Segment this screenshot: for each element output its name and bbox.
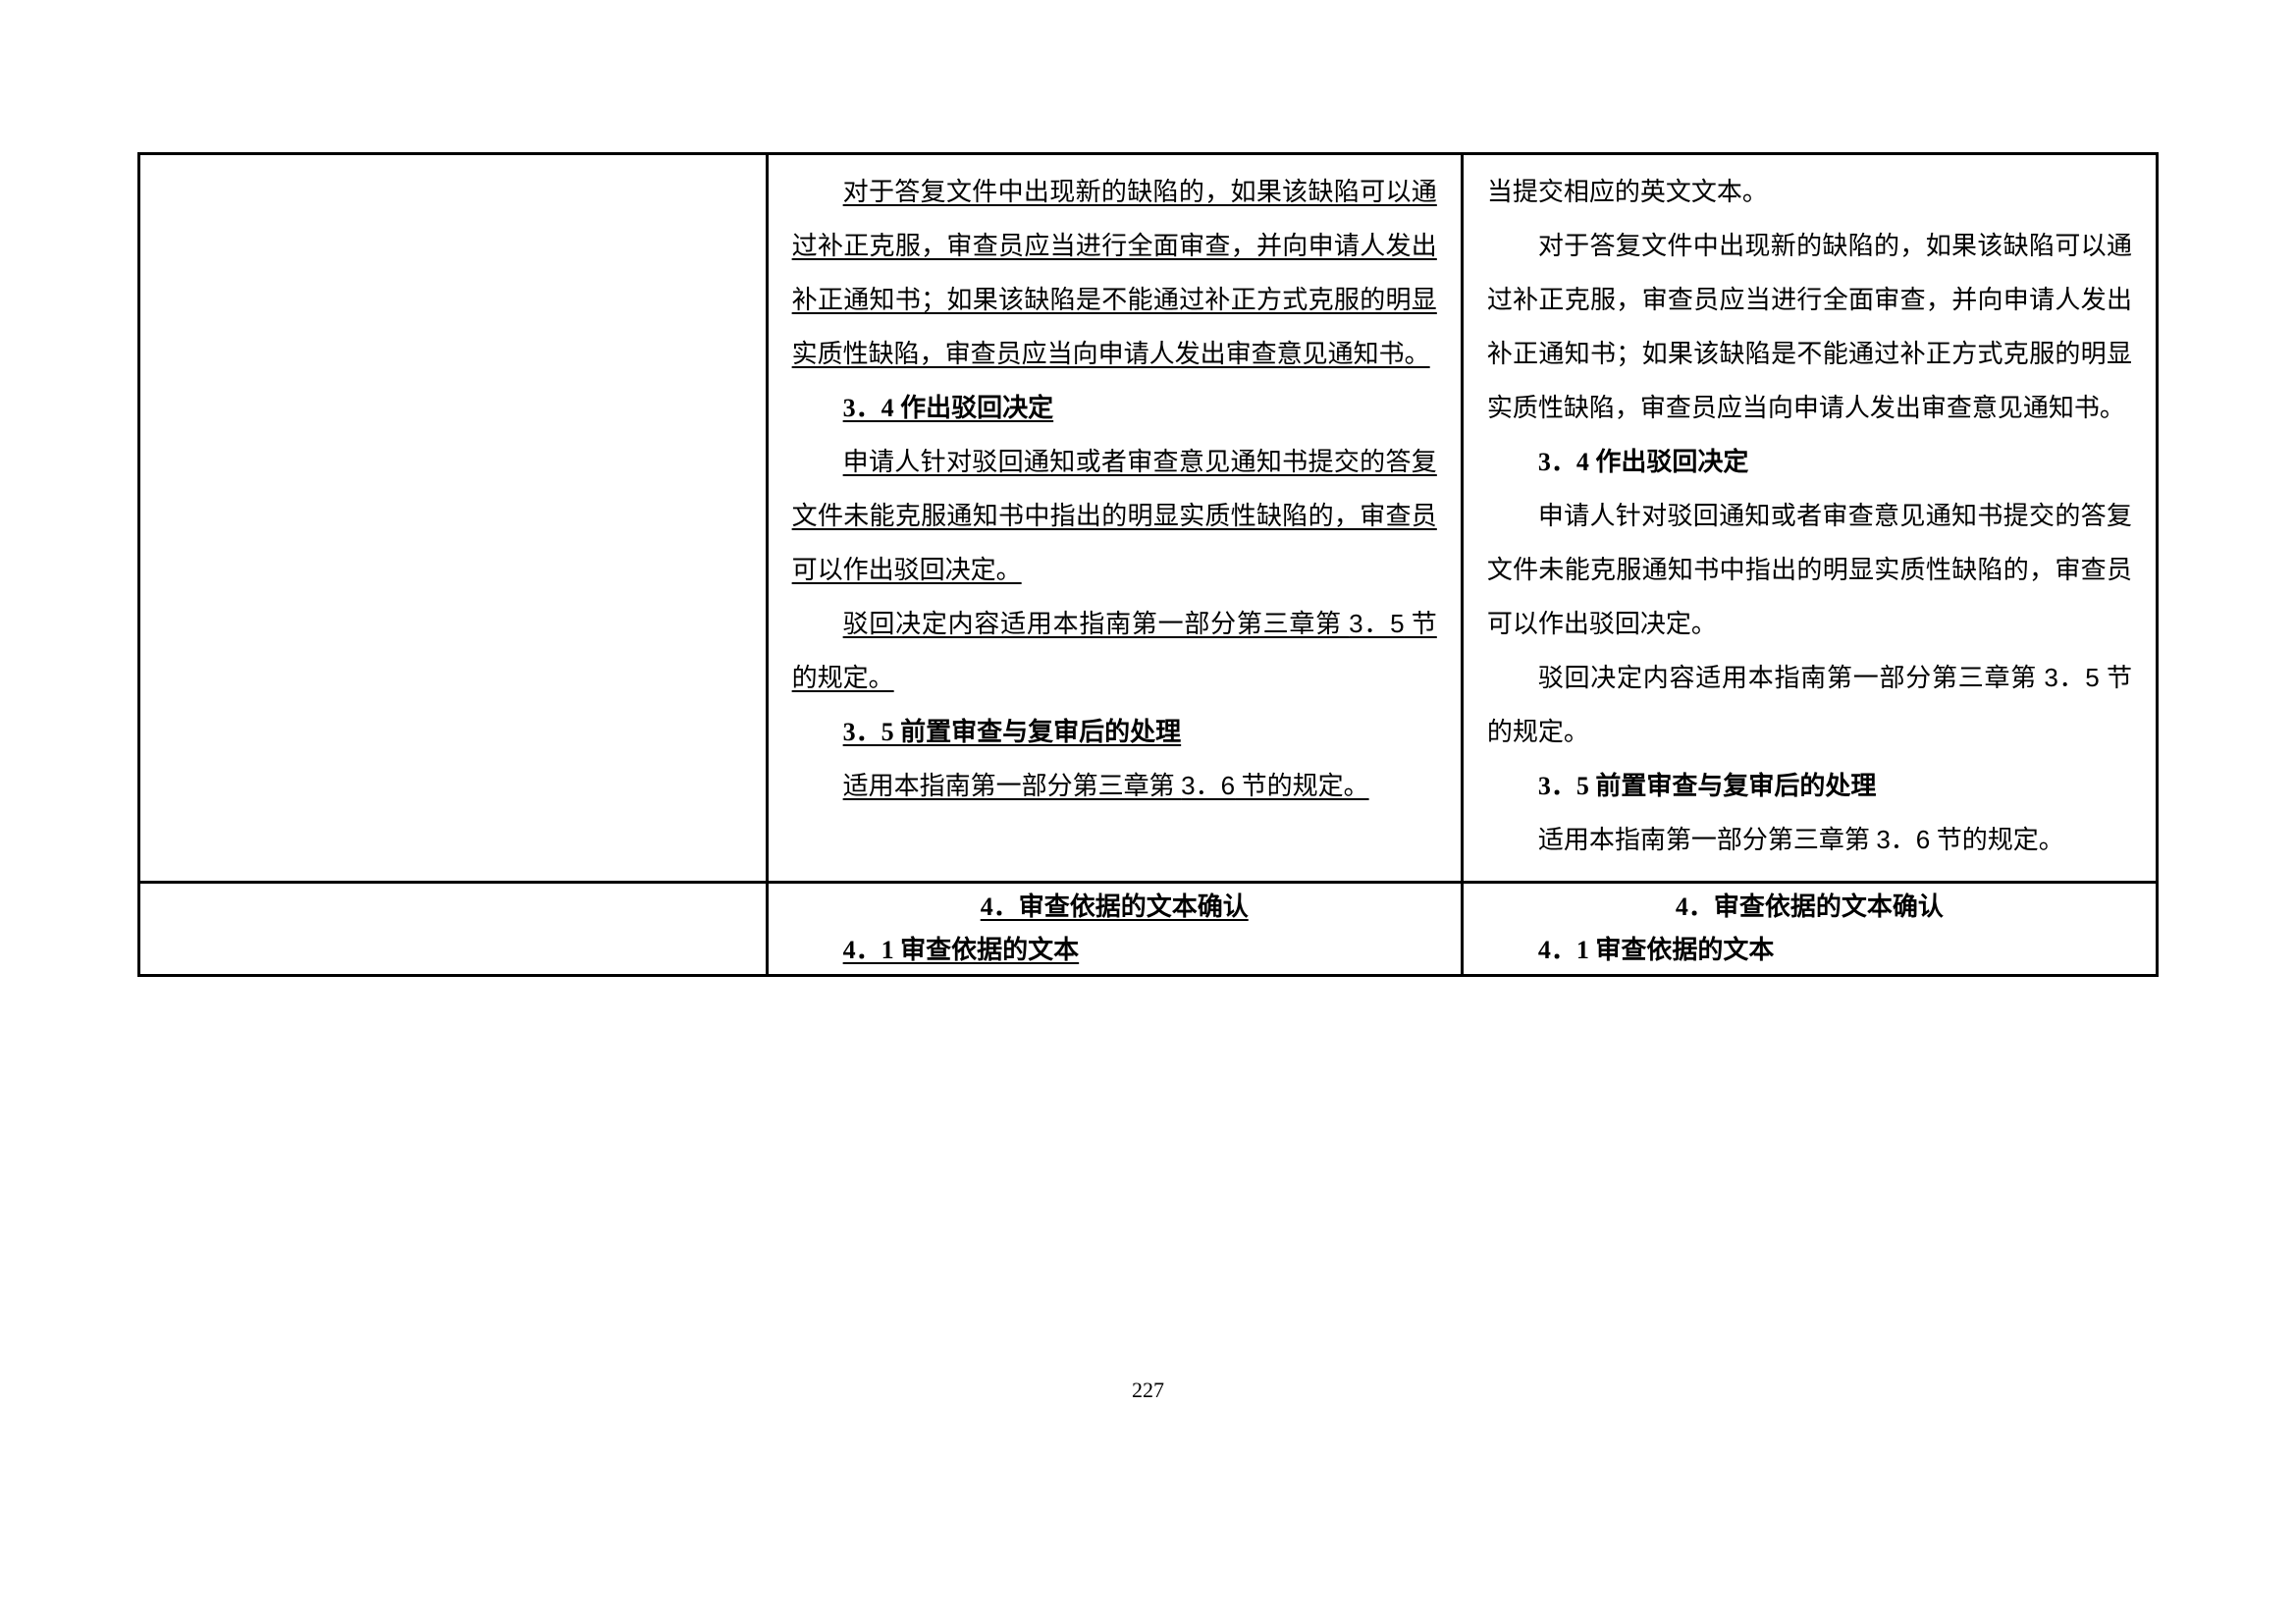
cell-r1c3: 当提交相应的英文文本。 对于答复文件中出现新的缺陷的，如果该缺陷可以通过补正克服…	[1462, 154, 2157, 883]
text: 3．5	[1349, 609, 1404, 638]
text: 3．5	[2044, 663, 2099, 692]
page-content: 对于答复文件中出现新的缺陷的，如果该缺陷可以通过补正克服，审查员应当进行全面审查…	[137, 152, 2159, 977]
cell-content: 4．审查依据的文本确认 4．1 审查依据的文本	[769, 884, 1461, 974]
underlined-text: 驳回决定内容适用本指南第一部分第三章第 3．5 节的规定。	[792, 610, 1437, 692]
cell-r1c1	[139, 154, 768, 883]
page-number: 227	[137, 1378, 2159, 1403]
cell-r2c1	[139, 883, 768, 976]
section-heading: 4．审查依据的文本确认	[792, 886, 1437, 929]
underlined-text: 3．5 前置审查与复审后的处理	[843, 718, 1182, 746]
section-heading: 3．4 作出驳回决定	[792, 381, 1437, 435]
table-row: 对于答复文件中出现新的缺陷的，如果该缺陷可以通过补正克服，审查员应当进行全面审查…	[139, 154, 2158, 883]
text: 节的规定。	[1930, 826, 2064, 854]
section-heading: 3．5 前置审查与复审后的处理	[1487, 759, 2132, 813]
text: 驳回决定内容适用本指南第一部分第三章第	[1538, 664, 2045, 692]
underlined-text: 申请人针对驳回通知或者审查意见通知书提交的答复文件未能克服通知书中指出的明显实质…	[792, 448, 1437, 584]
paragraph: 驳回决定内容适用本指南第一部分第三章第 3．5 节的规定。	[792, 597, 1437, 705]
underlined-text: 3．4 作出驳回决定	[843, 394, 1054, 422]
text: 适用本指南第一部分第三章第	[843, 772, 1182, 800]
cell-content: 对于答复文件中出现新的缺陷的，如果该缺陷可以通过补正克服，审查员应当进行全面审查…	[769, 155, 1461, 827]
paragraph: 对于答复文件中出现新的缺陷的，如果该缺陷可以通过补正克服，审查员应当进行全面审查…	[792, 165, 1437, 381]
underlined-text: 4．1 审查依据的文本	[843, 936, 1080, 964]
paragraph: 适用本指南第一部分第三章第 3．6 节的规定。	[1487, 813, 2132, 867]
comparison-table: 对于答复文件中出现新的缺陷的，如果该缺陷可以通过补正克服，审查员应当进行全面审查…	[137, 152, 2159, 977]
cell-r2c2: 4．审查依据的文本确认 4．1 审查依据的文本	[767, 883, 1462, 976]
paragraph: 对于答复文件中出现新的缺陷的，如果该缺陷可以通过补正克服，审查员应当进行全面审查…	[1487, 219, 2132, 435]
section-heading: 4．1 审查依据的文本	[1487, 929, 2132, 972]
text: 驳回决定内容适用本指南第一部分第三章第	[843, 610, 1349, 638]
section-heading: 3．5 前置审查与复审后的处理	[792, 705, 1437, 759]
underlined-text: 对于答复文件中出现新的缺陷的，如果该缺陷可以通过补正克服，审查员应当进行全面审查…	[792, 178, 1437, 368]
section-heading: 4．1 审查依据的文本	[792, 929, 1437, 972]
text: 节的规定。	[1235, 772, 1369, 800]
paragraph: 驳回决定内容适用本指南第一部分第三章第 3．5 节的规定。	[1487, 651, 2132, 759]
paragraph: 申请人针对驳回通知或者审查意见通知书提交的答复文件未能克服通知书中指出的明显实质…	[1487, 489, 2132, 651]
underlined-text: 4．审查依据的文本确认	[981, 893, 1249, 921]
text: 3．6	[1876, 825, 1930, 854]
section-heading: 4．审查依据的文本确认	[1487, 886, 2132, 929]
underlined-text: 适用本指南第一部分第三章第 3．6 节的规定。	[843, 772, 1369, 800]
paragraph: 申请人针对驳回通知或者审查意见通知书提交的答复文件未能克服通知书中指出的明显实质…	[792, 435, 1437, 597]
cell-content	[140, 884, 766, 907]
text: 适用本指南第一部分第三章第	[1538, 826, 1877, 854]
cell-content	[140, 155, 766, 179]
cell-r1c2: 对于答复文件中出现新的缺陷的，如果该缺陷可以通过补正克服，审查员应当进行全面审查…	[767, 154, 1462, 883]
cell-content: 4．审查依据的文本确认 4．1 审查依据的文本	[1464, 884, 2156, 974]
paragraph: 适用本指南第一部分第三章第 3．6 节的规定。	[792, 759, 1437, 813]
cell-content: 当提交相应的英文文本。 对于答复文件中出现新的缺陷的，如果该缺陷可以通过补正克服…	[1464, 155, 2156, 881]
table-row: 4．审查依据的文本确认 4．1 审查依据的文本 4．审查依据的文本确认 4．1 …	[139, 883, 2158, 976]
text: 3．6	[1181, 771, 1235, 800]
paragraph: 当提交相应的英文文本。	[1487, 165, 2132, 219]
section-heading: 3．4 作出驳回决定	[1487, 435, 2132, 489]
cell-r2c3: 4．审查依据的文本确认 4．1 审查依据的文本	[1462, 883, 2157, 976]
